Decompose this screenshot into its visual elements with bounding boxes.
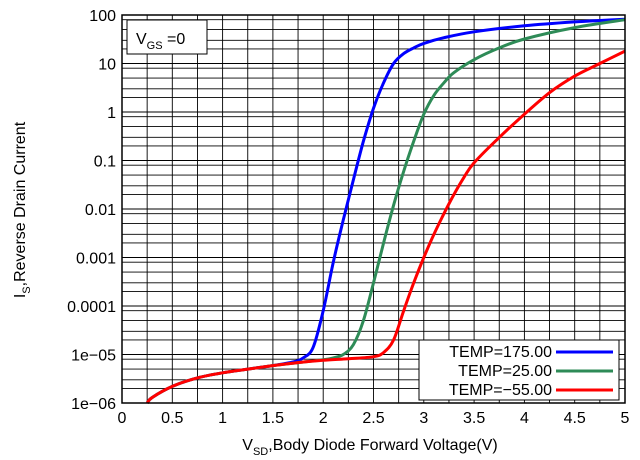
x-tick-label: 2 bbox=[319, 410, 328, 427]
x-tick-label: 0.5 bbox=[161, 410, 183, 427]
x-tick-label: 3 bbox=[419, 410, 428, 427]
legend-label-25: TEMP=25.00 bbox=[458, 363, 552, 380]
gate-voltage-text: VGS =0 bbox=[136, 31, 185, 52]
x-tick-label: 4 bbox=[520, 410, 529, 427]
legend-entry-minus55: TEMP=−55.00 bbox=[449, 382, 613, 399]
y-axis-title: IS,Reverse Drain Current bbox=[12, 121, 33, 298]
x-tick-label: 1.5 bbox=[262, 410, 284, 427]
x-tick-label: 5 bbox=[621, 410, 630, 427]
legend-label-minus55: TEMP=−55.00 bbox=[449, 382, 552, 399]
y-tick-label: 0.001 bbox=[76, 251, 116, 268]
y-tick-label: 100 bbox=[89, 8, 116, 25]
legend-label-175: TEMP=175.00 bbox=[449, 344, 552, 361]
y-tick-label: 0.01 bbox=[85, 202, 116, 219]
gate-voltage-annotation: VGS =0 bbox=[126, 19, 208, 55]
series-layer bbox=[145, 17, 626, 404]
y-tick-label: 10 bbox=[98, 57, 116, 74]
plot-frame bbox=[121, 14, 626, 404]
legend-entry-175: TEMP=175.00 bbox=[449, 344, 613, 361]
y-tick-label: 1e−05 bbox=[71, 348, 116, 365]
legend-entry-25: TEMP=25.00 bbox=[458, 363, 613, 380]
x-tick-label: 4.5 bbox=[564, 410, 586, 427]
y-tick-label: 0.1 bbox=[94, 154, 116, 171]
series-line-2 bbox=[145, 49, 626, 404]
x-tick-label: 2.5 bbox=[362, 410, 384, 427]
x-axis-title: VSD,Body Diode Forward Voltage(V) bbox=[242, 437, 497, 458]
x-tick-label: 3.5 bbox=[463, 410, 485, 427]
tick-label-layer: 0 0.5 1 1.5 2 2.5 3 3.5 4 4.5 5 1e−06 1e−05 0.0001 0.0… bbox=[67, 8, 629, 427]
legend: TEMP=175.00 TEMP=25.00 TEMP=−55.00 bbox=[418, 339, 620, 401]
y-tick-label: 1e−06 bbox=[71, 396, 116, 413]
x-tick-label: 0 bbox=[118, 410, 127, 427]
y-tick-label: 0.0001 bbox=[67, 299, 116, 316]
x-tick-label: 1 bbox=[218, 410, 227, 427]
y-tick-label: 1 bbox=[107, 105, 116, 122]
